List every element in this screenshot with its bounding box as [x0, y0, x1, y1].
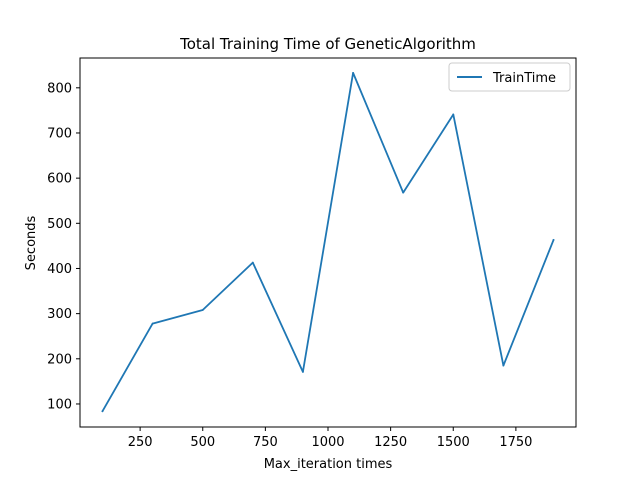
y-tick-label: 700: [47, 126, 72, 141]
x-axis-ticks: 250 500 750 1000 1250 1500 1750: [128, 427, 532, 450]
data-point: [251, 261, 254, 264]
x-tick-label: 1750: [499, 435, 532, 450]
plot-frame: [79, 57, 577, 428]
y-tick-label: 300: [47, 307, 72, 322]
y-tick-label: 600: [47, 172, 72, 187]
data-point: [201, 309, 204, 311]
plot-area: 250 500 750 1000 1250 1500 1750 100 200 300 400 50…: [47, 57, 577, 450]
x-tick-label: 750: [253, 435, 278, 450]
x-tick-label: 250: [128, 435, 153, 450]
data-point: [502, 364, 505, 367]
chart-title: Total Training Time of GeneticAlgorithm: [179, 35, 476, 53]
y-axis-label: Seconds: [24, 215, 39, 270]
y-tick-label: 200: [47, 352, 72, 367]
series-line-traintime: [101, 72, 555, 413]
series-layer: [101, 72, 555, 413]
x-tick-label: 1250: [374, 435, 407, 450]
y-tick-label: 500: [47, 217, 72, 232]
legend: TrainTime: [448, 62, 571, 92]
y-tick-label: 400: [47, 262, 72, 277]
data-point: [352, 72, 354, 74]
data-point: [302, 370, 304, 373]
y-axis-ticks: 100 200 300 400 500 600 700 800: [47, 81, 80, 412]
data-point: [101, 410, 104, 413]
data-point: [552, 239, 555, 241]
data-point: [151, 322, 154, 325]
y-tick-label: 100: [47, 397, 72, 412]
x-tick-label: 1500: [437, 435, 470, 450]
x-tick-label: 1000: [311, 435, 344, 450]
x-axis-label: Max_iteration times: [264, 457, 393, 472]
x-tick-label: 500: [190, 435, 215, 450]
legend-label-traintime: TrainTime: [492, 71, 556, 86]
data-point: [452, 113, 455, 116]
data-point: [402, 191, 405, 194]
y-tick-label: 800: [47, 81, 72, 96]
legend-frame: [448, 62, 571, 92]
